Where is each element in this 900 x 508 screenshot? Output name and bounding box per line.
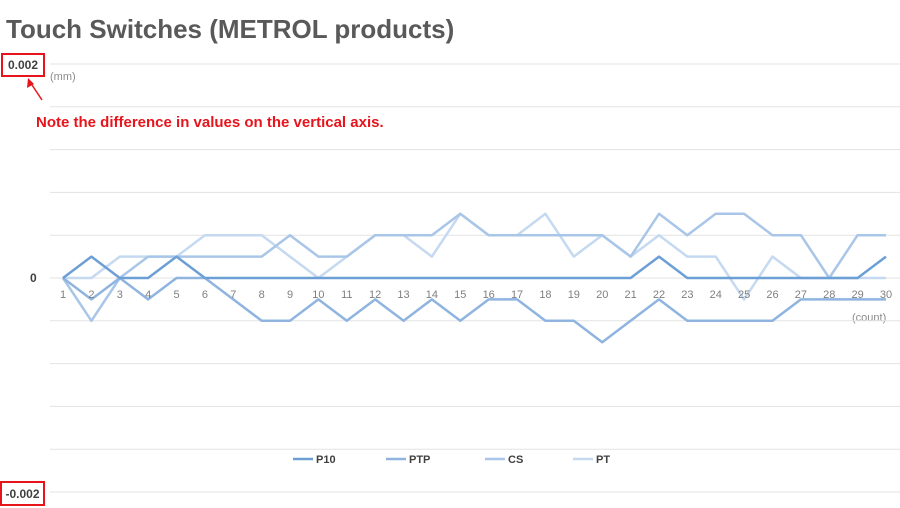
x-tick-label: 17	[511, 289, 523, 301]
legend-item-cs: CS	[485, 454, 523, 466]
x-tick-label: 18	[539, 289, 551, 301]
x-tick-label: 29	[851, 289, 863, 301]
arrow-head	[27, 78, 34, 88]
x-tick-label: 25	[738, 289, 750, 301]
x-tick-label: 27	[795, 289, 807, 301]
y-max-label-box: 0.002	[1, 53, 45, 77]
y-min-label: -0.002	[5, 486, 40, 501]
x-tick-label: 26	[766, 289, 778, 301]
y-max-label: 0.002	[7, 58, 39, 72]
x-tick-label: 14	[426, 289, 438, 301]
legend: P10 PTP CS PT	[293, 454, 610, 466]
x-tick-label: 19	[568, 289, 580, 301]
x-tick-label: 21	[624, 289, 636, 301]
x-tick-label: 28	[823, 289, 835, 301]
y-axis-unit-label: (mm)	[50, 71, 76, 83]
x-tick-label: 13	[397, 289, 409, 301]
x-tick-label: 11	[341, 289, 352, 301]
x-tick-label: 16	[483, 289, 495, 301]
x-tick-label: 4	[145, 289, 151, 301]
legend-item-ptp: PTP	[386, 454, 430, 466]
legend-label: PTP	[409, 454, 430, 466]
annotation-arrow	[27, 78, 43, 101]
series-line-cs	[61, 212, 886, 323]
x-tick-label: 15	[454, 289, 466, 301]
x-tick-label: 10	[312, 289, 324, 301]
x-tick-label: 8	[259, 289, 265, 301]
annotation-note: Note the difference in values on the ver…	[36, 114, 384, 131]
x-tick-label: 3	[117, 289, 123, 301]
x-tick-label: 24	[710, 289, 722, 301]
x-tick-label: 7	[230, 289, 236, 301]
x-tick-labels: 1 2 3 4 5 6 7 8 9 10 11 12 13 14 15 16 17 18 19 20 21 22 23 24 2…	[60, 289, 892, 301]
series-lines	[61, 212, 887, 344]
x-tick-label: 2	[88, 289, 94, 301]
legend-item-pt: PT	[573, 454, 610, 466]
legend-label: CS	[508, 454, 523, 466]
y-min-label-box: -0.002	[0, 481, 45, 506]
x-tick-label: 1	[60, 289, 66, 301]
legend-label: PT	[596, 454, 610, 466]
x-tick-label: 30	[880, 289, 892, 301]
series-line-p10	[62, 255, 887, 280]
x-tick-label: 23	[681, 289, 693, 301]
series-line-ptp	[62, 276, 886, 344]
x-tick-label: 9	[287, 289, 293, 301]
chart-title: Touch Switches (METROL products)	[6, 14, 455, 44]
legend-item-p10: P10	[293, 454, 336, 466]
x-tick-label: 22	[653, 289, 665, 301]
y-zero-label: 0	[30, 271, 37, 285]
x-tick-label: 20	[596, 289, 608, 301]
x-tick-label: 5	[173, 289, 179, 301]
x-tick-label: 6	[202, 289, 208, 301]
legend-label: P10	[316, 454, 336, 466]
x-tick-label: 12	[369, 289, 381, 301]
